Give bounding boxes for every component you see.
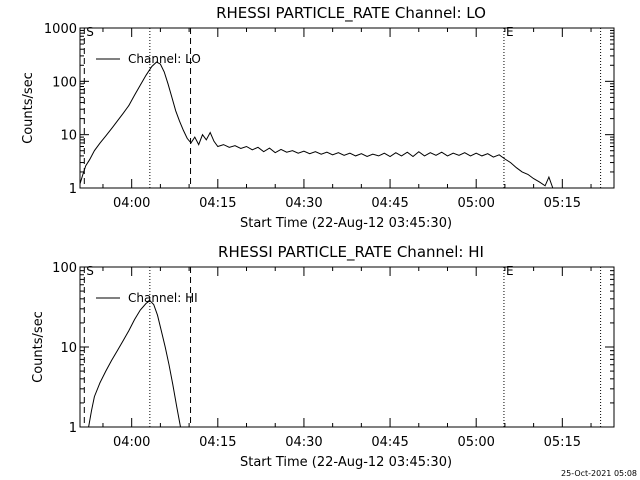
- x-axis-label-lo: Start Time (22-Aug-12 03:45:30): [240, 216, 452, 231]
- y-axis-label-lo: Counts/sec: [21, 72, 36, 144]
- timestamp-stamp: 25-Oct-2021 05:08: [561, 469, 637, 478]
- legend-label-hi: Channel: HI: [128, 291, 198, 305]
- y-tick-label-hi: 10: [60, 341, 77, 356]
- series-line-hi: [88, 299, 181, 428]
- legend-label-lo: Channel: LO: [128, 52, 201, 66]
- y-tick-label-hi: 1: [69, 421, 77, 436]
- marker-label-lo: E: [506, 25, 514, 39]
- marker-label-hi: E: [506, 264, 514, 278]
- x-tick-label-hi: 04:15: [199, 435, 236, 450]
- x-tick-label-hi: 05:15: [544, 435, 581, 450]
- x-axis-label-hi: Start Time (22-Aug-12 03:45:30): [240, 455, 452, 470]
- chart-panel-lo: RHESSI PARTICLE_RATE Channel: LO Start T…: [21, 4, 615, 231]
- x-tick-label-hi: 04:00: [113, 435, 150, 450]
- chart-panel-hi: RHESSI PARTICLE_RATE Channel: HI Start T…: [31, 243, 615, 470]
- y-tick-label-lo: 1: [69, 182, 77, 197]
- x-tick-label-lo: 04:00: [113, 196, 150, 211]
- x-tick-label-lo: 05:00: [457, 196, 494, 211]
- y-tick-label-lo: 1000: [44, 22, 77, 37]
- x-tick-label-lo: 04:30: [285, 196, 322, 211]
- x-tick-label-hi: 05:00: [457, 435, 494, 450]
- y-tick-label-hi: 100: [52, 261, 77, 276]
- x-tick-label-lo: 05:15: [544, 196, 581, 211]
- x-tick-label-hi: 04:45: [371, 435, 408, 450]
- chart-title-hi: RHESSI PARTICLE_RATE Channel: HI: [218, 243, 484, 262]
- y-tick-label-lo: 100: [52, 75, 77, 90]
- x-tick-label-lo: 04:45: [371, 196, 408, 211]
- marker-label-lo: S: [86, 25, 94, 39]
- marker-label-hi: S: [86, 264, 94, 278]
- y-tick-label-lo: 10: [60, 129, 77, 144]
- x-tick-label-lo: 04:15: [199, 196, 236, 211]
- x-tick-label-hi: 04:30: [285, 435, 322, 450]
- plot-frame-lo: [79, 27, 615, 189]
- chart-title-lo: RHESSI PARTICLE_RATE Channel: LO: [216, 4, 486, 23]
- series-line-lo: [79, 61, 554, 189]
- y-axis-label-hi: Counts/sec: [31, 311, 46, 383]
